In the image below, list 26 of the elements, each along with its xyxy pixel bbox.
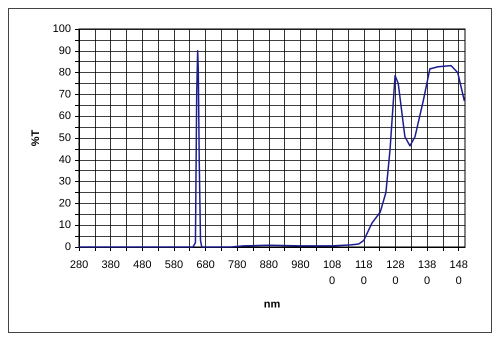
x-axis-title: nm: [264, 298, 280, 310]
x-tick-label: 680: [196, 259, 215, 271]
y-tick-label: 10: [58, 219, 71, 232]
x-tick-label: 128 0: [386, 259, 405, 287]
y-tick-label: 90: [58, 44, 71, 57]
y-tick-label: 0: [64, 241, 71, 253]
y-tick-label: 50: [58, 132, 71, 144]
x-tick-label: 148 0: [449, 259, 468, 287]
x-tick-label: 580: [164, 259, 184, 271]
x-tick-label: 108 0: [322, 259, 342, 287]
y-tick-label: 20: [58, 197, 71, 210]
y-tick-label: 80: [58, 66, 71, 79]
x-tick-label: 780: [228, 259, 246, 271]
x-tick-label: 980: [291, 259, 310, 271]
x-tick-label: 480: [133, 259, 152, 271]
x-tick-label: 880: [260, 259, 278, 271]
y-tick-label: 60: [58, 110, 71, 122]
y-tick-label: 100: [52, 23, 71, 35]
y-tick-label: 70: [58, 88, 71, 100]
x-tick-label: 280: [70, 259, 88, 271]
x-tick-label: 138 0: [418, 259, 436, 287]
y-tick-label: 30: [58, 176, 71, 188]
y-axis-title: %T: [30, 129, 42, 146]
x-tick-label: 118 0: [354, 259, 373, 287]
x-tick-label: 380: [101, 259, 120, 271]
y-tick-label: 40: [58, 154, 71, 166]
